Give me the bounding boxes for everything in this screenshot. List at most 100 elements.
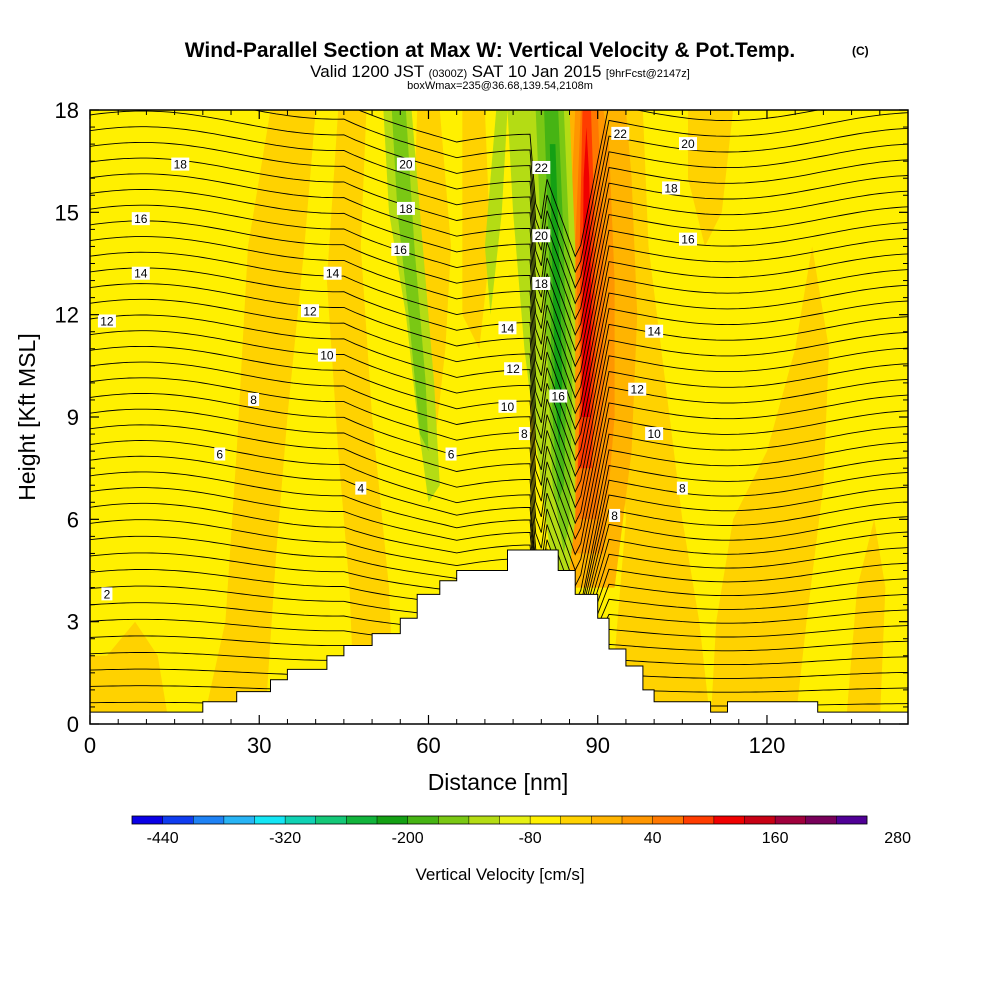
w-shading-region bbox=[462, 110, 491, 349]
w-shading-region bbox=[688, 110, 734, 247]
contour-label-box bbox=[317, 348, 336, 362]
theta-contour-label: 22 bbox=[611, 126, 630, 141]
colorbar-title: Vertical Velocity [cm/s] bbox=[415, 865, 584, 884]
y-tick-label: 12 bbox=[55, 303, 79, 328]
theta-contour-line bbox=[90, 220, 908, 399]
contour-label-text: 14 bbox=[501, 321, 515, 335]
colorbar-swatch bbox=[132, 816, 163, 824]
colorbar-swatch bbox=[744, 816, 776, 824]
contour-label-text: 18 bbox=[399, 202, 413, 216]
contour-label-box bbox=[445, 447, 457, 461]
contour-label-text: 8 bbox=[250, 393, 257, 407]
theta-contour-line bbox=[90, 157, 908, 336]
w-shading-region bbox=[391, 110, 429, 452]
contour-label-text: 12 bbox=[631, 383, 645, 397]
colorbar-swatch bbox=[438, 816, 470, 824]
contour-label-text: 4 bbox=[357, 482, 364, 496]
contour-label-box bbox=[645, 324, 664, 338]
contour-label-box bbox=[248, 392, 260, 406]
theta-contour-label: 20 bbox=[532, 229, 551, 243]
theta-contour-label: 20 bbox=[396, 157, 415, 172]
theta-contour-label: 16 bbox=[549, 389, 568, 404]
theta-contour-line bbox=[90, 361, 908, 540]
theta-contour-label: 8 bbox=[676, 481, 688, 496]
axes: 0 30 60 90 120 0 3 6 9 12 15 18 bbox=[55, 98, 909, 758]
x-tick-label: 60 bbox=[416, 733, 440, 758]
contour-label-text: 8 bbox=[679, 482, 686, 496]
theta-contour-line bbox=[90, 440, 908, 618]
theta-contour-label: 18 bbox=[171, 157, 190, 172]
theta-contour-line bbox=[90, 424, 908, 603]
colorbar-swatch bbox=[223, 816, 255, 824]
colorbar-swatch bbox=[346, 816, 378, 824]
colorbar-swatch bbox=[560, 816, 592, 824]
theta-contour-line bbox=[90, 393, 908, 572]
subtitle-date: SAT 10 Jan 2015 bbox=[472, 62, 602, 81]
theta-contour-line bbox=[90, 283, 908, 462]
w-shading-region bbox=[484, 110, 508, 315]
subtitle-utc-time: (0300Z) bbox=[429, 68, 468, 80]
theta-contour-label: 14 bbox=[131, 266, 150, 281]
contour-label-box bbox=[645, 427, 664, 441]
colorbar-swatch bbox=[499, 816, 531, 824]
theta-contour-line bbox=[90, 330, 908, 509]
theta-contour-label: 18 bbox=[532, 276, 551, 291]
x-tick-label: 0 bbox=[84, 733, 96, 758]
colorbar-swatch bbox=[315, 816, 347, 824]
contour-label-box bbox=[131, 266, 150, 280]
chart-subtitle: Valid 1200 JST (0300Z) SAT 10 Jan 2015 [… bbox=[310, 62, 690, 81]
theta-contour-line bbox=[90, 314, 908, 493]
theta-contour-label: 6 bbox=[445, 447, 457, 462]
contour-label-text: 20 bbox=[535, 229, 549, 243]
copyright-mark: (C) bbox=[852, 44, 869, 58]
theta-contour-label: 2 bbox=[101, 587, 113, 601]
theta-contour-label: 10 bbox=[317, 348, 336, 363]
colorbar-swatch bbox=[713, 816, 745, 824]
terrain-profile bbox=[90, 549, 908, 724]
contour-label-box bbox=[611, 126, 630, 140]
x-axis-title: Distance [nm] bbox=[428, 769, 569, 795]
x-tick-label: 120 bbox=[749, 733, 786, 758]
colorbar-tick-label: 280 bbox=[884, 830, 911, 847]
contour-label-box bbox=[131, 212, 150, 226]
theta-contour-line bbox=[357, 110, 821, 258]
chart-subtitle-wmax: boxWmax=235@36.68,139.54,2108m bbox=[407, 80, 593, 92]
theta-contour-line bbox=[90, 377, 908, 556]
contour-label-text: 12 bbox=[506, 362, 520, 376]
theta-contour-label: 12 bbox=[97, 314, 116, 328]
colorbar-tick-label: -440 bbox=[147, 830, 179, 847]
theta-contour-line bbox=[90, 173, 908, 352]
colorbar-swatch bbox=[652, 816, 684, 824]
theta-contour-line bbox=[90, 471, 908, 629]
y-tick-label: 9 bbox=[67, 405, 79, 430]
x-tick-label: 90 bbox=[585, 733, 609, 758]
y-tick-label: 0 bbox=[67, 712, 79, 737]
contour-label-box bbox=[323, 266, 342, 280]
contour-label-text: 18 bbox=[664, 181, 678, 195]
theta-contour-line bbox=[90, 204, 908, 384]
contour-label-box bbox=[498, 399, 517, 413]
theta-contour-line bbox=[90, 487, 908, 635]
colorbar-tick-label: -320 bbox=[269, 830, 301, 847]
colorbar-tick-label: 160 bbox=[762, 830, 789, 847]
contour-label-box bbox=[396, 157, 415, 171]
contour-label-text: 16 bbox=[134, 212, 148, 226]
colorbar-swatch bbox=[254, 816, 286, 824]
contour-label-text: 10 bbox=[320, 349, 334, 363]
contour-label-box bbox=[391, 242, 410, 256]
y-tick-label: 15 bbox=[55, 200, 79, 225]
contour-label-text: 10 bbox=[501, 400, 515, 414]
contour-label-text: 22 bbox=[535, 161, 549, 175]
theta-contour-line bbox=[90, 110, 908, 289]
contour-label-box bbox=[662, 181, 681, 195]
contour-label-box bbox=[532, 160, 551, 174]
contour-label-text: 10 bbox=[647, 427, 661, 441]
theta-contour-line bbox=[90, 455, 908, 624]
colorbar-swatch bbox=[805, 816, 837, 824]
contour-label-box bbox=[549, 389, 568, 403]
theta-contour-label: 4 bbox=[355, 481, 367, 496]
contour-label-box bbox=[355, 481, 367, 495]
potential-temperature-contours bbox=[90, 110, 908, 717]
theta-contour-line bbox=[90, 519, 908, 647]
contour-label-text: 14 bbox=[134, 267, 148, 281]
